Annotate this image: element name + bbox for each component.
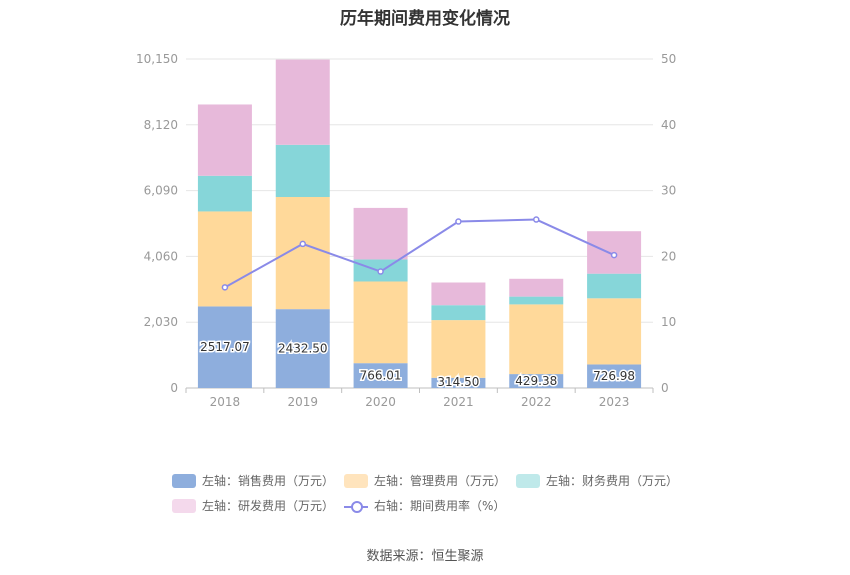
chart-title: 历年期间费用变化情况 — [340, 9, 510, 29]
rate-point-2023 — [610, 251, 618, 259]
bar-series3-2018 — [197, 104, 252, 176]
legend-item-admin[interactable]: 左轴：管理费用（万元） — [344, 472, 506, 489]
bar-series2-2018 — [197, 175, 252, 212]
legend-swatch-rnd — [172, 498, 196, 513]
legend-swatch-admin — [344, 473, 368, 488]
rate-line — [224, 218, 615, 289]
legend-swatch-rate — [344, 499, 368, 513]
bar-data-label: 429.38 — [515, 374, 557, 388]
left-axis-tick-label: 4,060 — [144, 249, 178, 263]
legend-item-finance[interactable]: 左轴：财务费用（万元） — [516, 472, 678, 489]
data-source: 数据来源：恒生聚源 — [366, 549, 484, 564]
bar-data-label: 2432.50 — [278, 342, 328, 356]
bar-series1-2023 — [587, 298, 642, 365]
x-axis-tick-label: 2018 — [210, 395, 241, 409]
bar-series0-2020 — [353, 363, 408, 388]
bar-series3-2021 — [431, 282, 486, 306]
bar-data-label: 314.50 — [437, 375, 479, 389]
rate-point-2018 — [221, 284, 229, 291]
legend-label-finance: 左轴：财务费用（万元） — [546, 474, 679, 488]
left-axis-tick-label: 2,030 — [144, 315, 178, 329]
legend-swatch-finance — [516, 473, 540, 488]
bar-series1-2020 — [353, 281, 408, 364]
left-axis-tick-label: 6,090 — [144, 184, 178, 198]
bar-series2-2021 — [431, 305, 486, 321]
bar-series1-2022 — [509, 304, 564, 375]
legend-item-rnd[interactable]: 左轴：研发费用（万元） — [172, 497, 334, 514]
bar-series3-2019 — [275, 59, 330, 145]
right-axis-tick-label: 20 — [661, 249, 676, 263]
bar-series0-2021 — [431, 377, 486, 388]
legend-item-sales[interactable]: 左轴：销售费用（万元） — [172, 472, 334, 489]
rate-point-2021 — [455, 218, 462, 225]
right-axis-tick-label: 10 — [661, 315, 676, 329]
bar-series3-2020 — [353, 207, 408, 260]
x-axis-tick-label: 2022 — [521, 395, 552, 409]
bar-series1-2018 — [197, 211, 252, 307]
legend-label-rnd: 左轴：研发费用（万元） — [202, 499, 335, 513]
bar-series1-2021 — [431, 320, 486, 378]
bar-data-label: 2517.07 — [200, 340, 250, 354]
bar-series0-2022 — [509, 374, 564, 388]
left-axis-tick-label: 10,150 — [136, 52, 178, 66]
left-axis-tick-label: 0 — [170, 381, 178, 395]
bar-series0-2023 — [587, 364, 642, 388]
bar-data-label: 726.98 — [593, 369, 635, 383]
legend-label-admin: 左轴：管理费用（万元） — [374, 474, 507, 488]
bar-data-label: 766.01 — [360, 369, 402, 383]
right-axis-tick-label: 30 — [661, 184, 676, 198]
bar-series2-2023 — [587, 273, 642, 299]
x-axis-tick-label: 2021 — [443, 395, 474, 409]
x-axis-tick-label: 2020 — [365, 395, 396, 409]
left-axis-tick-label: 8,120 — [144, 118, 178, 132]
right-axis-tick-label: 50 — [661, 52, 676, 66]
rate-point-2020 — [377, 268, 384, 275]
legend-swatch-sales — [172, 473, 196, 488]
legend-label-sales: 左轴：销售费用（万元） — [202, 474, 335, 488]
right-axis-tick-label: 0 — [661, 381, 669, 395]
rate-point-2022 — [533, 216, 540, 223]
bar-series0-2019 — [275, 309, 330, 388]
rate-point-2019 — [299, 240, 306, 248]
x-axis-tick-label: 2019 — [287, 395, 318, 409]
bar-series3-2022 — [509, 278, 564, 297]
bar-series0-2018 — [197, 306, 252, 388]
right-axis-tick-label: 40 — [661, 118, 676, 132]
bar-series2-2019 — [275, 144, 330, 198]
x-axis-tick-label: 2023 — [599, 395, 630, 409]
bar-series2-2022 — [509, 296, 564, 305]
legend-label-rate: 右轴：期间费用率（%） — [374, 499, 506, 513]
legend-item-rate[interactable]: 右轴：期间费用率（%） — [344, 497, 505, 514]
bar-series1-2019 — [275, 197, 330, 310]
